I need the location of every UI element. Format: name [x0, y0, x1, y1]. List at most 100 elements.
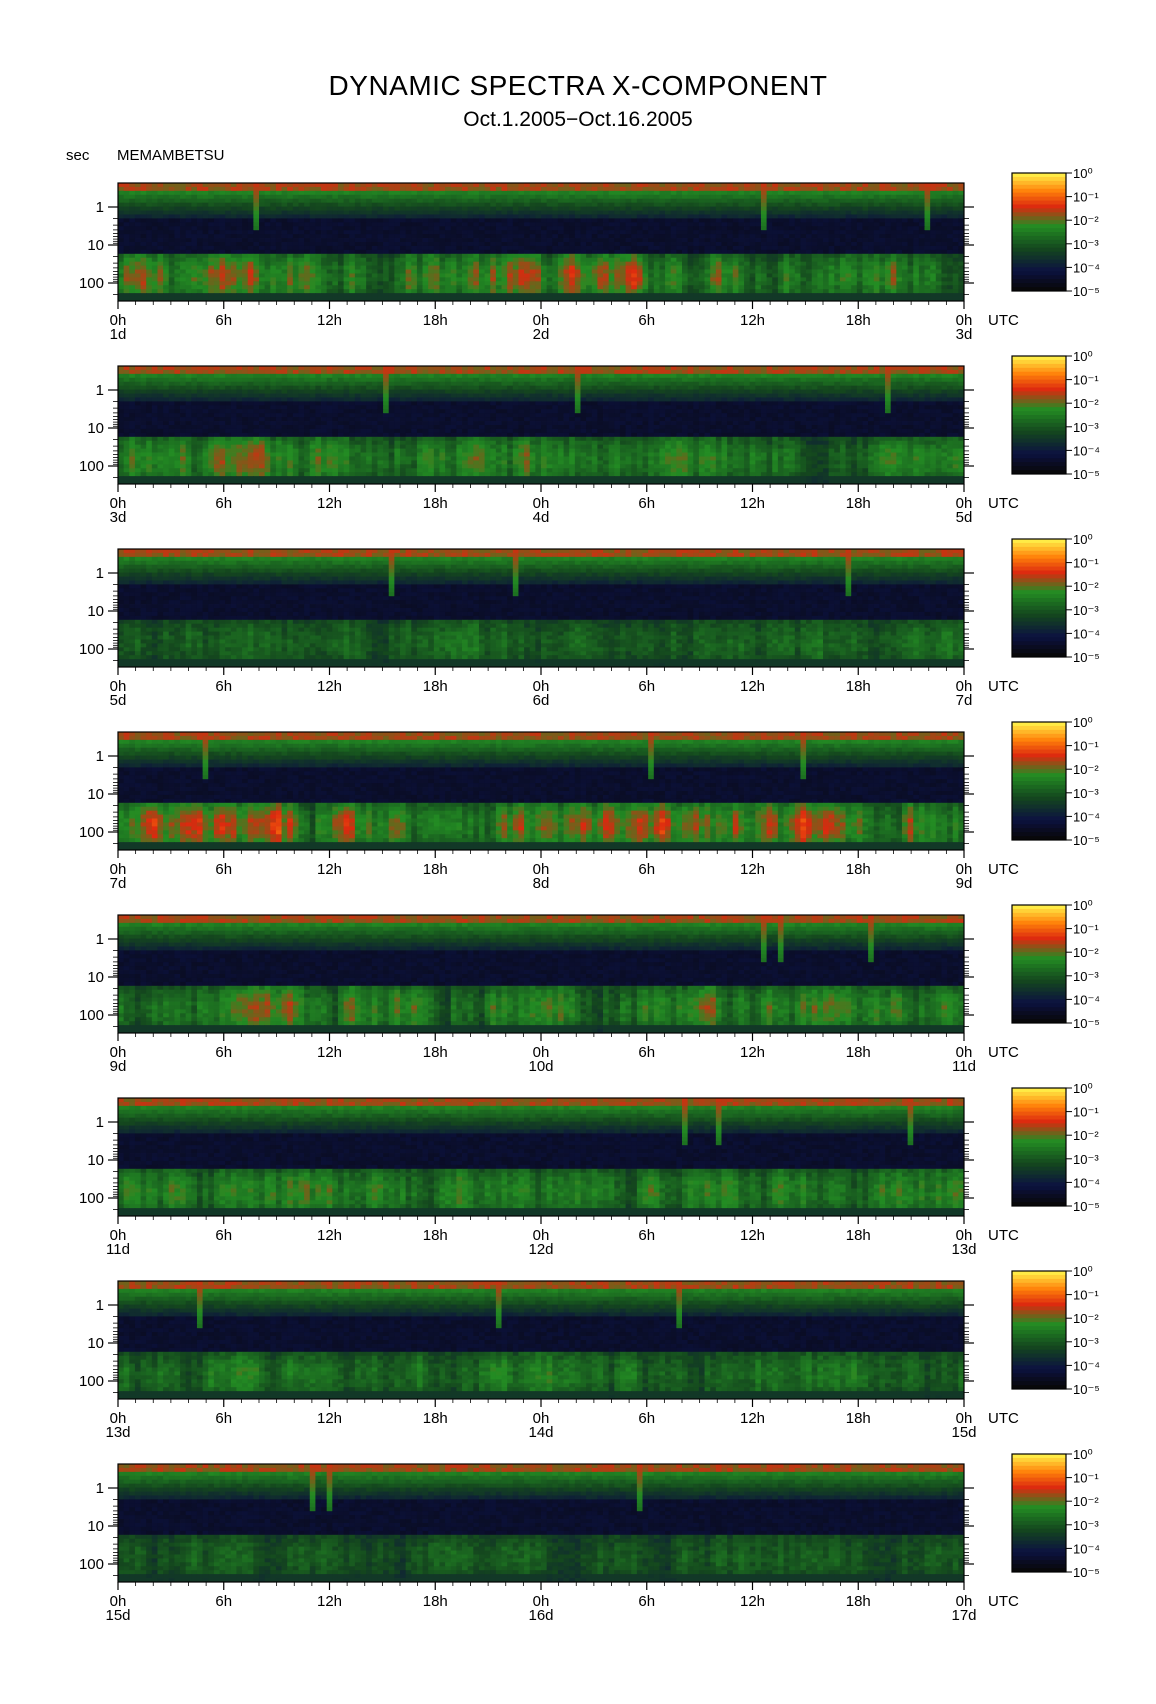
spectrogram-cell: [343, 253, 350, 259]
spectrogram-cell: [557, 265, 564, 270]
spectrogram-cell: [744, 214, 751, 219]
spectrogram-cell: [760, 226, 767, 231]
spectrogram-cell: [281, 369, 288, 375]
spectrogram-cell: [777, 218, 784, 223]
spectrogram-cell: [546, 297, 553, 302]
spectrogram-cell: [462, 285, 469, 290]
spectrogram-cell: [230, 202, 237, 207]
spectrogram-cell: [146, 214, 153, 219]
spectrogram-cell: [760, 273, 767, 278]
spectrogram-cell: [450, 202, 457, 207]
spectrogram-cell: [377, 369, 384, 375]
spectrogram-cell: [935, 285, 942, 290]
spectrogram-cell: [800, 245, 807, 251]
spectrogram-cell: [546, 249, 553, 255]
spectrogram-cell: [907, 218, 914, 223]
spectrogram-cell: [783, 206, 790, 211]
spectrogram-cell: [890, 183, 897, 188]
spectrogram-cell: [134, 230, 141, 235]
spectrogram-cell: [140, 261, 147, 266]
spectrogram-cell: [501, 206, 508, 211]
spectrogram-cell: [947, 222, 954, 227]
spectrogram-cell: [309, 265, 316, 270]
spectrogram-cell: [625, 269, 632, 274]
spectrogram-cell: [873, 245, 880, 251]
spectrogram-cell: [772, 293, 779, 298]
spectrogram-cell: [608, 257, 615, 263]
spectrogram-cell: [484, 265, 491, 270]
spectrogram-cell: [326, 249, 333, 255]
spectrogram-cell: [693, 214, 700, 219]
spectrogram-cell: [467, 186, 474, 192]
spectrogram-cell: [783, 226, 790, 231]
spectrogram-cell: [185, 226, 192, 231]
spectrogram-cell: [332, 366, 339, 371]
spectrogram-cell: [180, 293, 187, 298]
spectrogram-cell: [473, 226, 480, 231]
spectrogram-cell: [191, 242, 198, 247]
spectrogram-cell: [749, 277, 756, 282]
spectrogram-cell: [236, 194, 243, 200]
spectrogram-cell: [518, 277, 525, 282]
spectrogram-cell: [693, 230, 700, 235]
spectrogram-cell: [930, 230, 937, 235]
spectrogram-cell: [163, 210, 170, 215]
spectrogram-cell: [445, 242, 452, 247]
spectrogram-cell: [191, 269, 198, 274]
spectrogram-cell: [309, 222, 316, 227]
spectrogram-cell: [529, 190, 536, 196]
spectrogram-cell: [591, 273, 598, 278]
spectrogram-cell: [512, 222, 519, 227]
spectrogram-cell: [191, 186, 198, 192]
spectrogram-cell: [698, 297, 705, 302]
spectrogram-cell: [687, 366, 694, 371]
spectrogram-cell: [653, 194, 660, 200]
spectrogram-cell: [727, 253, 734, 259]
spectrogram-cell: [766, 369, 773, 375]
spectrogram-cell: [275, 214, 282, 219]
spectrogram-cell: [952, 285, 959, 290]
spectrogram-cell: [439, 226, 446, 231]
spectrogram-cell: [851, 183, 858, 188]
spectrogram-cell: [219, 285, 226, 290]
spectrogram-cell: [574, 234, 581, 239]
spectrogram-cell: [134, 206, 141, 211]
spectrogram-cell: [670, 249, 677, 255]
spectrogram-cell: [360, 269, 367, 274]
spectrogram-cell: [501, 366, 508, 371]
spectrogram-cell: [930, 257, 937, 263]
spectrogram-cell: [766, 245, 773, 251]
spectrogram-cell: [823, 293, 830, 298]
spectrogram-cell: [383, 206, 390, 211]
spectrogram-cell: [913, 218, 920, 223]
spectrogram-cell: [890, 273, 897, 278]
spectrogram-cell: [343, 198, 350, 204]
spectrogram-cell: [439, 297, 446, 302]
spectrogram-cell: [529, 281, 536, 286]
spectrogram-cell: [123, 214, 130, 219]
spectrogram-cell: [896, 226, 903, 231]
spectrogram-cell: [546, 257, 553, 263]
spectrogram-cell: [287, 273, 294, 278]
spectrogram-cell: [890, 230, 897, 235]
spectrogram-cell: [947, 277, 954, 282]
spectrogram-cell: [873, 202, 880, 207]
spectrogram-cell: [947, 234, 954, 239]
spectrogram-cell: [704, 242, 711, 247]
spectrogram-cell: [947, 293, 954, 298]
spectrogram-cell: [817, 297, 824, 302]
spectrogram-cell: [123, 186, 130, 192]
spectrogram-cell: [755, 245, 762, 251]
spectrogram-cell: [913, 210, 920, 215]
spectrogram-cell: [411, 226, 418, 231]
spectrogram-cell: [557, 242, 564, 247]
spectrogram-cell: [146, 222, 153, 227]
spectrogram-cell: [777, 242, 784, 247]
spectrogram-cell: [484, 273, 491, 278]
spectrogram-cell: [682, 257, 689, 263]
spectrogram-cell: [670, 273, 677, 278]
spectrogram-cell: [715, 183, 722, 188]
spectrogram-cell: [839, 253, 846, 259]
spectrogram-cell: [298, 206, 305, 211]
spectrogram-cell: [828, 190, 835, 196]
